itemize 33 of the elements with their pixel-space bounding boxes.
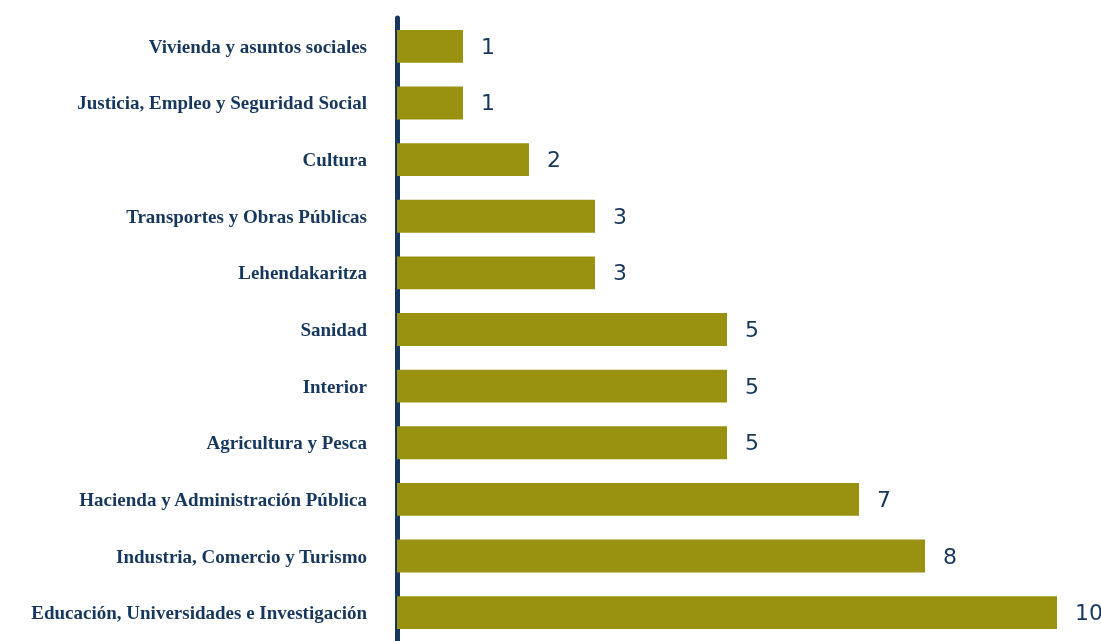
data-label: 5 bbox=[745, 317, 759, 342]
bar bbox=[397, 539, 925, 573]
y-tick-label: Justicia, Empleo y Seguridad Social bbox=[77, 92, 367, 114]
y-tick-label: Vivienda y asuntos sociales bbox=[148, 35, 367, 57]
bar bbox=[397, 596, 1057, 630]
data-label: 5 bbox=[745, 373, 759, 399]
data-label: 3 bbox=[613, 203, 627, 229]
bar bbox=[397, 426, 727, 460]
bar bbox=[397, 482, 859, 516]
bar bbox=[397, 86, 463, 120]
y-tick-label: Transportes y Obras Públicas bbox=[126, 205, 367, 227]
y-tick-label: Cultura bbox=[302, 149, 368, 171]
y-tick-label: Lehendakaritza bbox=[238, 262, 368, 284]
y-tick-label: Agricultura y Pesca bbox=[206, 432, 368, 454]
data-label: 3 bbox=[613, 260, 627, 286]
y-tick-label: Educación, Universidades e Investigación bbox=[31, 602, 368, 624]
bar bbox=[397, 313, 727, 346]
y-tick-label: Interior bbox=[302, 375, 368, 397]
bar bbox=[397, 199, 595, 233]
bar bbox=[397, 369, 727, 403]
bar bbox=[397, 29, 463, 63]
data-label: 2 bbox=[547, 147, 561, 173]
data-label: 1 bbox=[481, 33, 495, 59]
bar bbox=[397, 143, 529, 177]
data-label: 7 bbox=[877, 486, 891, 512]
data-label: 5 bbox=[745, 430, 759, 456]
y-tick-label: Industria, Comercio y Turismo bbox=[116, 545, 367, 567]
y-tick-label: Sanidad bbox=[300, 319, 368, 340]
data-label: 1 bbox=[481, 90, 495, 116]
data-label: 8 bbox=[943, 543, 957, 569]
data-label: 10 bbox=[1075, 600, 1101, 626]
y-tick-label: Hacienda y Administración Pública bbox=[79, 488, 368, 510]
bar bbox=[397, 256, 595, 290]
